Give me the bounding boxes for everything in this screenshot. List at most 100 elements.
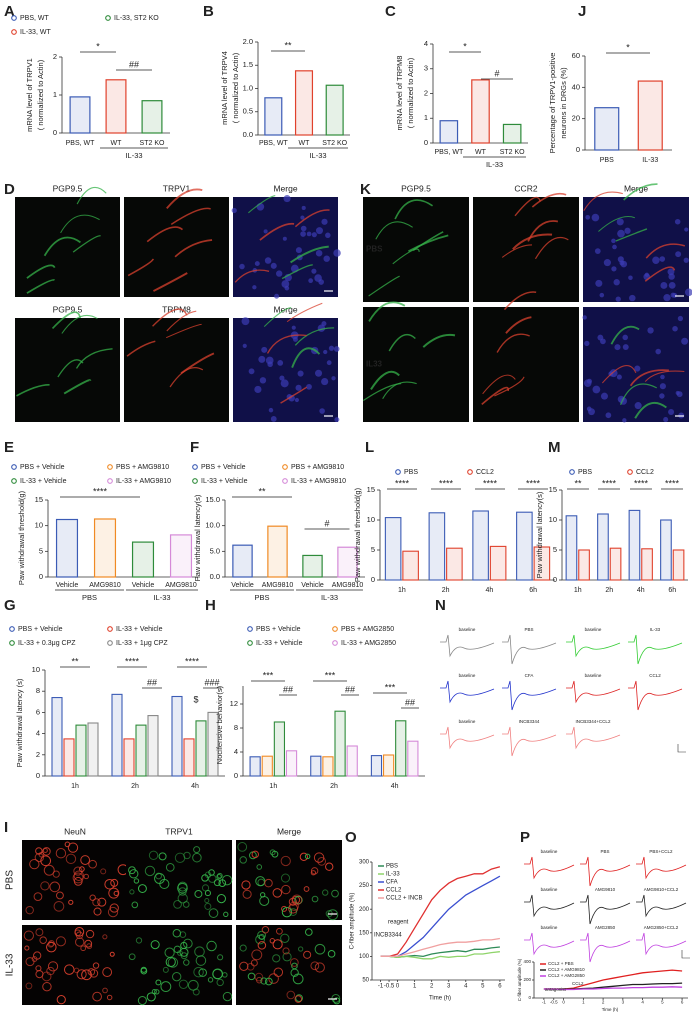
- legend-label: PBS + Vehicle: [18, 626, 63, 633]
- nucleus: [629, 294, 636, 302]
- bar: [183, 738, 195, 777]
- fiber: [408, 234, 449, 253]
- bar: [273, 721, 286, 777]
- y-tick-label: 2: [424, 88, 428, 97]
- panel-letter: D: [4, 181, 15, 198]
- cell: [291, 894, 303, 906]
- fiber: [615, 228, 648, 242]
- cell: [304, 853, 311, 860]
- micrograph: [124, 197, 229, 297]
- cell: [216, 894, 226, 904]
- panel-letter: O: [345, 829, 357, 846]
- nucleus: [668, 281, 676, 289]
- cell: [260, 977, 268, 985]
- cell: [288, 903, 299, 914]
- bar: [597, 513, 609, 581]
- fiber: [645, 243, 686, 259]
- nucleus: [300, 231, 306, 237]
- trace: [566, 726, 621, 750]
- fiber: [531, 192, 567, 208]
- x-tick-label: AMG9810: [165, 582, 197, 589]
- cell: [109, 903, 119, 913]
- cell: [246, 962, 255, 971]
- cell: [75, 931, 84, 940]
- cell: [80, 855, 91, 865]
- y-tick-label: 400: [523, 959, 531, 964]
- cell: [333, 997, 341, 1005]
- series-line: [380, 937, 501, 958]
- bar: [609, 547, 622, 581]
- y-axis-label: Paw withdrawal threshold(g): [353, 487, 362, 582]
- cell: [281, 905, 288, 912]
- x-tick-label: 1h: [269, 783, 277, 790]
- cell: [137, 884, 147, 893]
- y-tick-label: 0: [53, 128, 57, 137]
- y-tick-label: 5: [371, 545, 375, 554]
- cell: [216, 978, 224, 987]
- cell: [133, 878, 140, 884]
- image-header: Merge: [277, 826, 301, 836]
- x-tick-label: PBS, WT: [66, 140, 96, 147]
- fiber: [422, 333, 456, 348]
- nucleus: [323, 349, 328, 355]
- legend-label: PBS: [578, 469, 592, 476]
- annotation: ****: [526, 478, 541, 488]
- cell: [73, 876, 83, 886]
- panel-letter: N: [435, 597, 446, 614]
- bar: [502, 123, 522, 144]
- legend-marker: [467, 469, 473, 475]
- nucleus: [616, 218, 624, 226]
- cell: [140, 967, 148, 975]
- nucleus: [261, 346, 268, 353]
- cell: [183, 851, 191, 860]
- cell: [79, 866, 85, 872]
- y-tick-label: 200: [359, 907, 370, 913]
- cell: [264, 878, 273, 888]
- cell: [222, 991, 233, 1002]
- group-label: PBS: [82, 593, 97, 602]
- legend-label: CCL2: [636, 469, 654, 476]
- cell: [256, 864, 263, 870]
- legend-marker: [105, 15, 111, 21]
- nucleus: [582, 315, 587, 320]
- y-tick-label: 0: [576, 145, 580, 154]
- cell: [49, 881, 61, 893]
- fiber: [126, 340, 156, 357]
- cell: [150, 940, 160, 950]
- annotation: #: [494, 68, 499, 78]
- trace: [566, 680, 621, 704]
- annotation: ****: [602, 478, 617, 488]
- cell: [217, 954, 224, 961]
- legend-label: IL-33 + Vehicle: [116, 626, 163, 633]
- x-tick-label: -1: [378, 984, 384, 990]
- cell: [85, 929, 95, 939]
- y-tick-label: 8: [234, 723, 238, 732]
- annotation: ****: [634, 478, 649, 488]
- micrograph: [473, 197, 579, 302]
- cell: [177, 893, 188, 904]
- annotation: #: [324, 518, 329, 528]
- cell: [303, 950, 312, 959]
- trace-label: AMG2850+CCL2: [644, 925, 679, 930]
- cell: [160, 981, 172, 993]
- fiber: [382, 381, 417, 400]
- y-axis-label: Paw withdrawal latency(s): [535, 491, 544, 578]
- x-tick-label: 4h: [485, 587, 493, 594]
- cell: [280, 873, 291, 883]
- trace: [636, 856, 687, 880]
- trace: [580, 856, 631, 887]
- cell: [314, 943, 326, 955]
- x-tick-label: ST2 KO: [322, 140, 347, 147]
- cell: [327, 909, 339, 921]
- legend-label: PBS + Vehicle: [20, 464, 65, 471]
- cell: [294, 995, 303, 1003]
- bar: [75, 724, 87, 777]
- cell: [128, 953, 136, 961]
- legend-label: PBS: [404, 469, 418, 476]
- y-axis-label: ( normalized to Actin): [231, 52, 240, 123]
- fiber: [43, 236, 81, 257]
- bar: [382, 754, 395, 777]
- nucleus: [231, 207, 237, 214]
- fiber: [72, 235, 101, 253]
- cell: [325, 862, 334, 871]
